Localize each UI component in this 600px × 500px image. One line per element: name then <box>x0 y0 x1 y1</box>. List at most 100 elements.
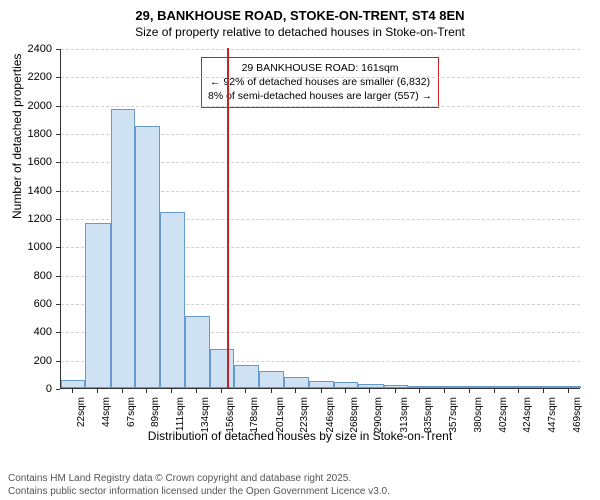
plot-area: 29 BANKHOUSE ROAD: 161sqm ← 92% of detac… <box>60 49 580 389</box>
x-tick-label: 380sqm <box>473 397 484 433</box>
x-tick-label: 469sqm <box>572 397 583 433</box>
histogram-bar <box>532 386 556 388</box>
annotation-line3: 8% of semi-detached houses are larger (5… <box>208 89 432 103</box>
x-tick-mark <box>419 389 420 393</box>
x-tick-mark <box>122 389 123 393</box>
y-tick-label: 400 <box>0 326 52 338</box>
chart-container: Number of detached properties 29 BANKHOU… <box>0 43 600 443</box>
x-tick-mark <box>97 389 98 393</box>
y-tick-mark <box>56 276 60 277</box>
x-tick-mark <box>543 389 544 393</box>
y-tick-mark <box>56 389 60 390</box>
x-tick-mark <box>295 389 296 393</box>
y-tick-mark <box>56 332 60 333</box>
histogram-bar <box>210 349 234 388</box>
histogram-bar <box>234 365 260 388</box>
x-tick-mark <box>518 389 519 393</box>
x-tick-label: 290sqm <box>373 397 384 433</box>
histogram-bar <box>384 385 408 388</box>
histogram-bar <box>135 126 159 388</box>
histogram-bar <box>557 386 581 388</box>
x-tick-mark <box>568 389 569 393</box>
x-tick-label: 313sqm <box>399 397 410 433</box>
x-tick-label: 424sqm <box>522 397 533 433</box>
y-tick-label: 600 <box>0 298 52 310</box>
y-tick-mark <box>56 106 60 107</box>
histogram-bar <box>160 212 186 388</box>
x-tick-mark <box>469 389 470 393</box>
footer-line2: Contains public sector information licen… <box>8 485 390 498</box>
histogram-bar <box>507 386 533 388</box>
x-tick-label: 335sqm <box>423 397 434 433</box>
histogram-bar <box>358 384 384 388</box>
histogram-bar <box>334 382 358 388</box>
x-tick-label: 22sqm <box>76 397 87 427</box>
y-tick-label: 1000 <box>0 241 52 253</box>
histogram-bar <box>61 380 85 389</box>
x-tick-mark <box>345 389 346 393</box>
histogram-bar <box>111 109 135 388</box>
y-tick-mark <box>56 77 60 78</box>
y-tick-label: 1600 <box>0 156 52 168</box>
y-tick-label: 2200 <box>0 71 52 83</box>
x-tick-mark <box>171 389 172 393</box>
x-tick-label: 223sqm <box>299 397 310 433</box>
histogram-bar <box>482 386 506 388</box>
x-tick-mark <box>369 389 370 393</box>
histogram-bar <box>408 386 432 388</box>
y-tick-label: 2400 <box>0 43 52 55</box>
grid-line <box>61 49 580 50</box>
y-tick-label: 1800 <box>0 128 52 140</box>
histogram-bar <box>432 386 458 388</box>
histogram-bar <box>85 223 111 388</box>
y-tick-label: 1200 <box>0 213 52 225</box>
reference-annotation: 29 BANKHOUSE ROAD: 161sqm ← 92% of detac… <box>201 57 439 108</box>
x-tick-mark <box>196 389 197 393</box>
footer-line1: Contains HM Land Registry data © Crown c… <box>8 472 390 485</box>
x-tick-mark <box>221 389 222 393</box>
x-tick-label: 44sqm <box>101 397 112 427</box>
grid-line <box>61 106 580 107</box>
y-tick-mark <box>56 247 60 248</box>
x-tick-label: 201sqm <box>275 397 286 433</box>
y-tick-mark <box>56 134 60 135</box>
x-tick-mark <box>72 389 73 393</box>
y-tick-mark <box>56 361 60 362</box>
footer-attribution: Contains HM Land Registry data © Crown c… <box>8 472 390 498</box>
x-tick-label: 111sqm <box>175 397 186 431</box>
y-tick-label: 800 <box>0 270 52 282</box>
x-tick-label: 89sqm <box>150 397 161 427</box>
y-tick-mark <box>56 191 60 192</box>
y-tick-label: 2000 <box>0 100 52 112</box>
x-tick-label: 357sqm <box>448 397 459 433</box>
y-tick-label: 0 <box>0 383 52 395</box>
x-tick-mark <box>146 389 147 393</box>
histogram-bar <box>309 381 333 388</box>
x-tick-mark <box>395 389 396 393</box>
x-tick-label: 134sqm <box>200 397 211 433</box>
y-tick-mark <box>56 304 60 305</box>
x-tick-mark <box>444 389 445 393</box>
histogram-bar <box>458 386 482 388</box>
y-tick-mark <box>56 162 60 163</box>
annotation-line1: 29 BANKHOUSE ROAD: 161sqm <box>208 61 432 75</box>
x-tick-mark <box>494 389 495 393</box>
x-tick-mark <box>245 389 246 393</box>
y-tick-mark <box>56 219 60 220</box>
histogram-bar <box>284 377 310 388</box>
x-tick-label: 402sqm <box>498 397 509 433</box>
x-tick-mark <box>271 389 272 393</box>
reference-line <box>227 48 229 388</box>
histogram-bar <box>185 316 209 388</box>
x-tick-label: 156sqm <box>225 397 236 433</box>
x-tick-label: 268sqm <box>349 397 360 433</box>
x-tick-label: 178sqm <box>249 397 260 433</box>
y-tick-label: 200 <box>0 355 52 367</box>
x-tick-mark <box>321 389 322 393</box>
histogram-bar <box>259 371 283 388</box>
x-tick-label: 447sqm <box>547 397 558 433</box>
y-tick-label: 1400 <box>0 185 52 197</box>
x-tick-label: 67sqm <box>126 397 137 427</box>
chart-title-sub: Size of property relative to detached ho… <box>0 23 600 43</box>
x-tick-label: 246sqm <box>325 397 336 433</box>
